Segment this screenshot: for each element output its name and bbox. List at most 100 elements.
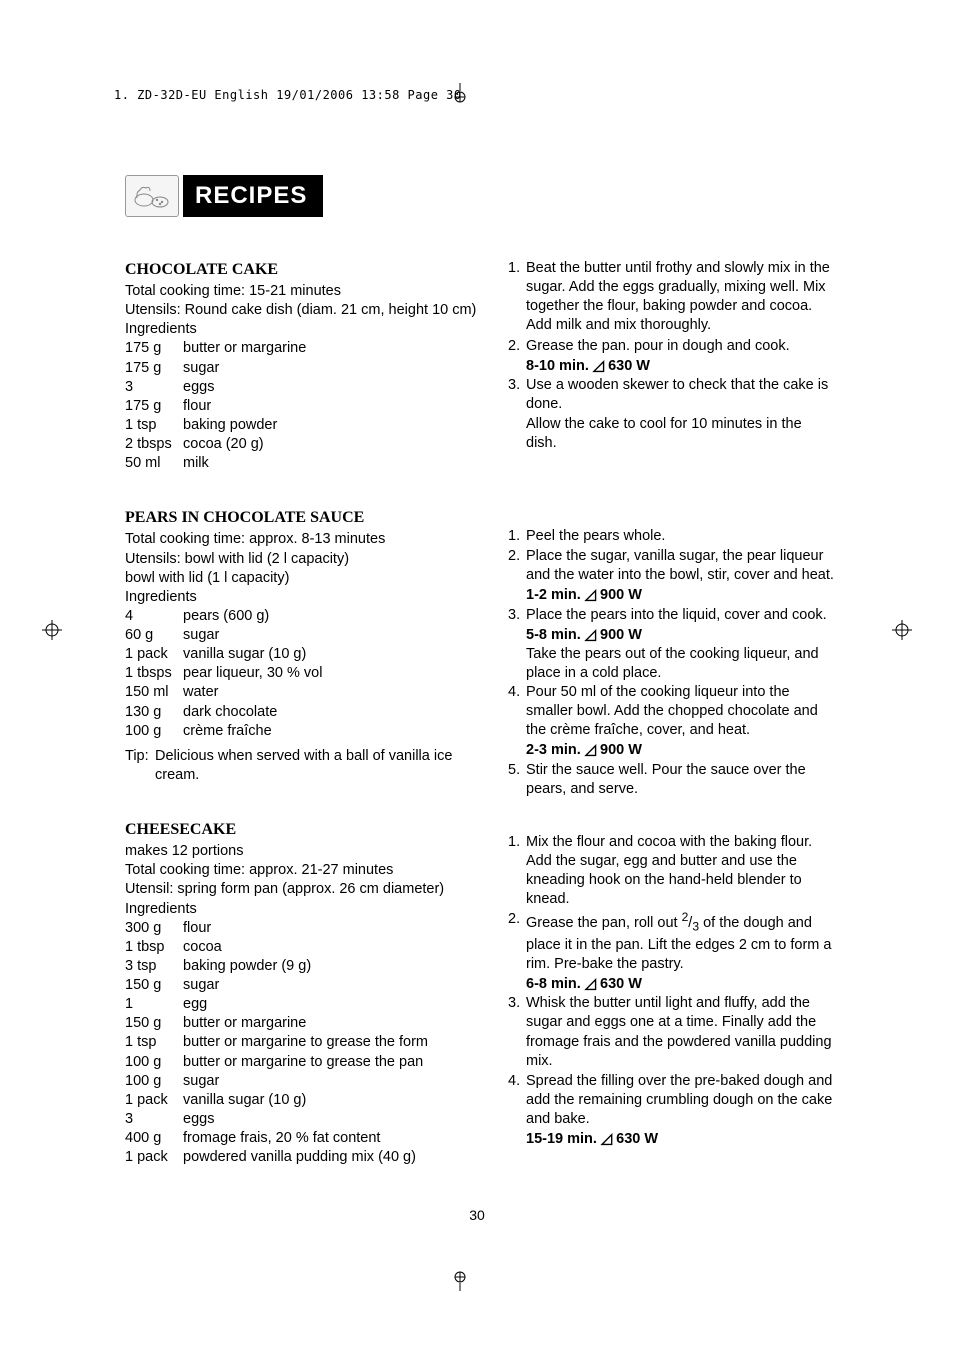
ing-qty: 100 g [125,1072,183,1091]
ingredients-label: Ingredients [125,900,480,919]
step-text: Allow the cake to cool for 10 minutes in… [508,415,835,453]
ing-item: cocoa [183,938,480,957]
ing-item: pear liqueur, 30 % vol [183,664,480,683]
step-num: 2. [508,547,526,585]
page-content: RECIPES CHOCOLATE CAKE Total cooking tim… [125,175,835,1201]
ing-item: flour [183,919,480,938]
print-header: 1. ZD-32D-EU English 19/01/2006 13:58 Pa… [114,88,462,102]
ing-qty: 1 pack [125,1091,183,1110]
page-number: 30 [0,1207,954,1223]
step-text: Pour 50 ml of the cooking liqueur into t… [526,683,835,740]
ing-item: powdered vanilla pudding mix (40 g) [183,1148,480,1167]
portions: makes 12 portions [125,842,480,861]
ing-item: sugar [183,1072,480,1091]
ing-item: baking powder [183,416,480,435]
ing-item: pears (600 g) [183,607,480,626]
ing-item: sugar [183,976,480,995]
crop-mark-icon [892,620,912,640]
ing-qty: 175 g [125,339,183,358]
ing-qty: 150 g [125,976,183,995]
ing-qty: 150 g [125,1014,183,1033]
ing-item: sugar [183,626,480,645]
left-column: CHOCOLATE CAKE Total cooking time: 15-21… [125,259,480,1201]
ing-qty: 2 tbsps [125,435,183,454]
cooking-time: Total cooking time: approx. 21-27 minute… [125,861,480,880]
ing-item: eggs [183,378,480,397]
ing-qty: 3 [125,378,183,397]
ing-qty: 3 tsp [125,957,183,976]
ing-qty: 100 g [125,722,183,741]
step-num: 4. [508,1072,526,1129]
section-title-bar: RECIPES [125,175,835,217]
recipe-title: CHOCOLATE CAKE [125,259,480,280]
recipe-chocolate-cake: CHOCOLATE CAKE Total cooking time: 15-21… [125,259,480,473]
ing-item: vanilla sugar (10 g) [183,1091,480,1110]
ing-item: butter or margarine [183,339,480,358]
section-title: RECIPES [183,175,323,217]
step-text: Use a wooden skewer to check that the ca… [526,376,835,414]
step-text: Beat the butter until frothy and slowly … [526,259,835,336]
power-setting: 6-8 min. ◿ 630 W [508,975,835,994]
crop-mark-icon [450,83,470,103]
ing-item: sugar [183,359,480,378]
steps-pears: 1.Peel the pears whole. 2.Place the suga… [508,527,835,799]
step-num: 5. [508,761,526,799]
step-num: 3. [508,376,526,414]
ingredients-label: Ingredients [125,588,480,607]
ing-qty: 150 ml [125,683,183,702]
ing-qty: 4 [125,607,183,626]
ing-qty: 130 g [125,703,183,722]
power-setting: 15-19 min. ◿ 630 W [508,1130,835,1149]
ing-item: crème fraîche [183,722,480,741]
ing-qty: 1 tsp [125,416,183,435]
ing-item: dark chocolate [183,703,480,722]
ing-item: baking powder (9 g) [183,957,480,976]
ing-qty: 1 tbsps [125,664,183,683]
power-setting: 5-8 min. ◿ 900 W [508,626,835,645]
utensils: bowl with lid (1 l capacity) [125,569,480,588]
recipe-pears: PEARS IN CHOCOLATE SAUCE Total cooking t… [125,507,480,785]
step-text: Place the pears into the liquid, cover a… [526,606,835,625]
ing-item: eggs [183,1110,480,1129]
step-num: 4. [508,683,526,740]
step-num: 2. [508,337,526,356]
right-column: 1.Beat the butter until frothy and slowl… [508,259,835,1201]
step-text: Place the sugar, vanilla sugar, the pear… [526,547,835,585]
step-text: Stir the sauce well. Pour the sauce over… [526,761,835,799]
steps-chocolate-cake: 1.Beat the butter until frothy and slowl… [508,259,835,469]
ing-qty: 1 [125,995,183,1014]
power-setting: 2-3 min. ◿ 900 W [508,741,835,760]
tip-text: Delicious when served with a ball of van… [155,747,480,785]
tip-label: Tip: [125,747,155,785]
ing-qty: 175 g [125,397,183,416]
cooking-time: Total cooking time: approx. 8-13 minutes [125,530,480,549]
step-num: 1. [508,259,526,336]
step-text: Mix the flour and cocoa with the baking … [526,833,835,910]
ing-qty: 1 pack [125,645,183,664]
step-num: 1. [508,833,526,910]
steps-cheesecake: 1.Mix the flour and cocoa with the bakin… [508,833,835,1150]
recipes-icon [125,175,179,217]
ing-item: vanilla sugar (10 g) [183,645,480,664]
step-text: Spread the filling over the pre-baked do… [526,1072,835,1129]
ing-item: flour [183,397,480,416]
cooking-time: Total cooking time: 15-21 minutes [125,282,480,301]
step-num: 2. [508,910,526,974]
ing-item: water [183,683,480,702]
ing-item: butter or margarine to grease the pan [183,1053,480,1072]
step-num: 3. [508,606,526,625]
power-setting: 1-2 min. ◿ 900 W [508,586,835,605]
ing-qty: 50 ml [125,454,183,473]
ing-item: butter or margarine [183,1014,480,1033]
ing-qty: 60 g [125,626,183,645]
ing-qty: 400 g [125,1129,183,1148]
power-setting: 8-10 min. ◿ 630 W [508,357,835,376]
step-num: 3. [508,994,526,1071]
recipe-cheesecake: CHEESECAKE makes 12 portions Total cooki… [125,819,480,1167]
step-text: Take the pears out of the cooking liqueu… [508,645,835,683]
ing-qty: 175 g [125,359,183,378]
ing-qty: 1 pack [125,1148,183,1167]
crop-mark-icon [42,620,62,640]
utensils: Utensils: Round cake dish (diam. 21 cm, … [125,301,480,320]
recipe-title: CHEESECAKE [125,819,480,840]
